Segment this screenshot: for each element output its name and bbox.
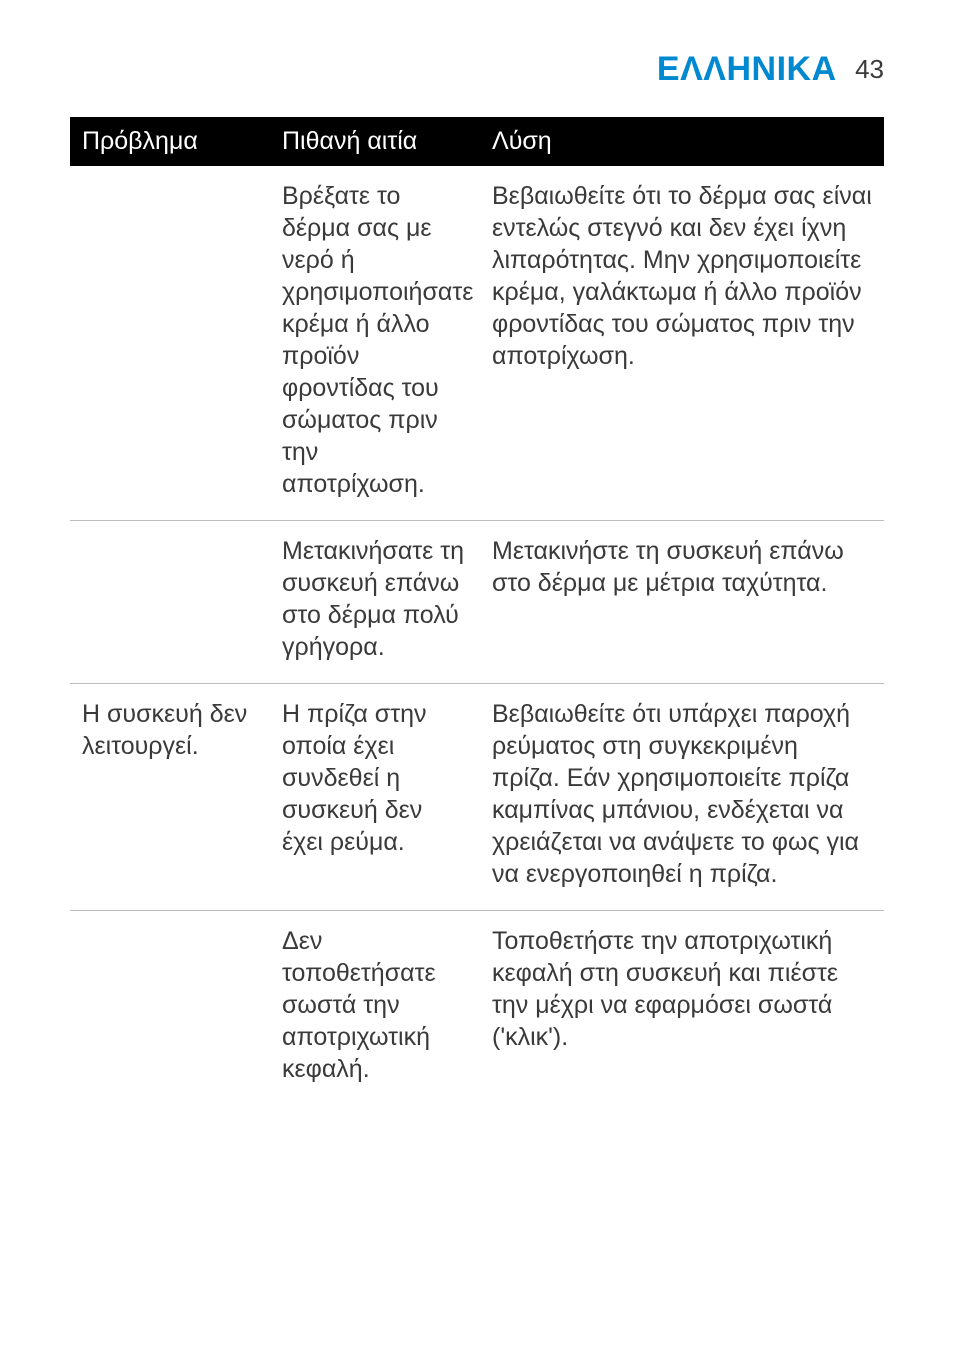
col-solution: Λύση — [480, 117, 884, 166]
cell-cause: Η πρίζα στην οποία έχει συνδεθεί η συσκε… — [270, 684, 480, 911]
cell-problem: Η συσκευή δεν λειτουργεί. — [70, 684, 270, 911]
cell-solution: Βεβαιωθείτε ότι υπάρχει παροχή ρεύματος … — [480, 684, 884, 911]
cell-solution: Τοποθετήστε την αποτριχωτική κεφαλή στη … — [480, 911, 884, 1106]
troubleshooting-table: Πρόβλημα Πιθανή αιτία Λύση Βρέξατε το δέ… — [70, 117, 884, 1105]
table-row: Η συσκευή δεν λειτουργεί. Η πρίζα στην ο… — [70, 684, 884, 911]
cell-problem — [70, 911, 270, 1106]
cell-problem — [70, 521, 270, 684]
cell-cause: Μετακινήσατε τη συσκευή επάνω στο δέρμα … — [270, 521, 480, 684]
cell-solution: Μετακινήστε τη συσκευή επάνω στο δέρμα μ… — [480, 521, 884, 684]
table-row: Δεν τοποθετήσατε σωστά την αποτριχωτική … — [70, 911, 884, 1106]
col-cause: Πιθανή αιτία — [270, 117, 480, 166]
page: ΕΛΛΗΝΙΚΑ 43 Πρόβλημα Πιθανή αιτία Λύση Β… — [0, 0, 954, 1165]
language-label: ΕΛΛΗΝΙΚΑ — [657, 50, 837, 88]
cell-problem — [70, 166, 270, 521]
table-row: Βρέξατε το δέρμα σας με νερό ή χρησιμοπο… — [70, 166, 884, 521]
page-header: ΕΛΛΗΝΙΚΑ 43 — [70, 50, 884, 89]
table-row: Μετακινήσατε τη συσκευή επάνω στο δέρμα … — [70, 521, 884, 684]
cell-solution: Βεβαιωθείτε ότι το δέρμα σας είναι εντελ… — [480, 166, 884, 521]
page-number: 43 — [855, 54, 884, 84]
table-header-row: Πρόβλημα Πιθανή αιτία Λύση — [70, 117, 884, 166]
cell-cause: Βρέξατε το δέρμα σας με νερό ή χρησιμοπο… — [270, 166, 480, 521]
col-problem: Πρόβλημα — [70, 117, 270, 166]
cell-cause: Δεν τοποθετήσατε σωστά την αποτριχωτική … — [270, 911, 480, 1106]
